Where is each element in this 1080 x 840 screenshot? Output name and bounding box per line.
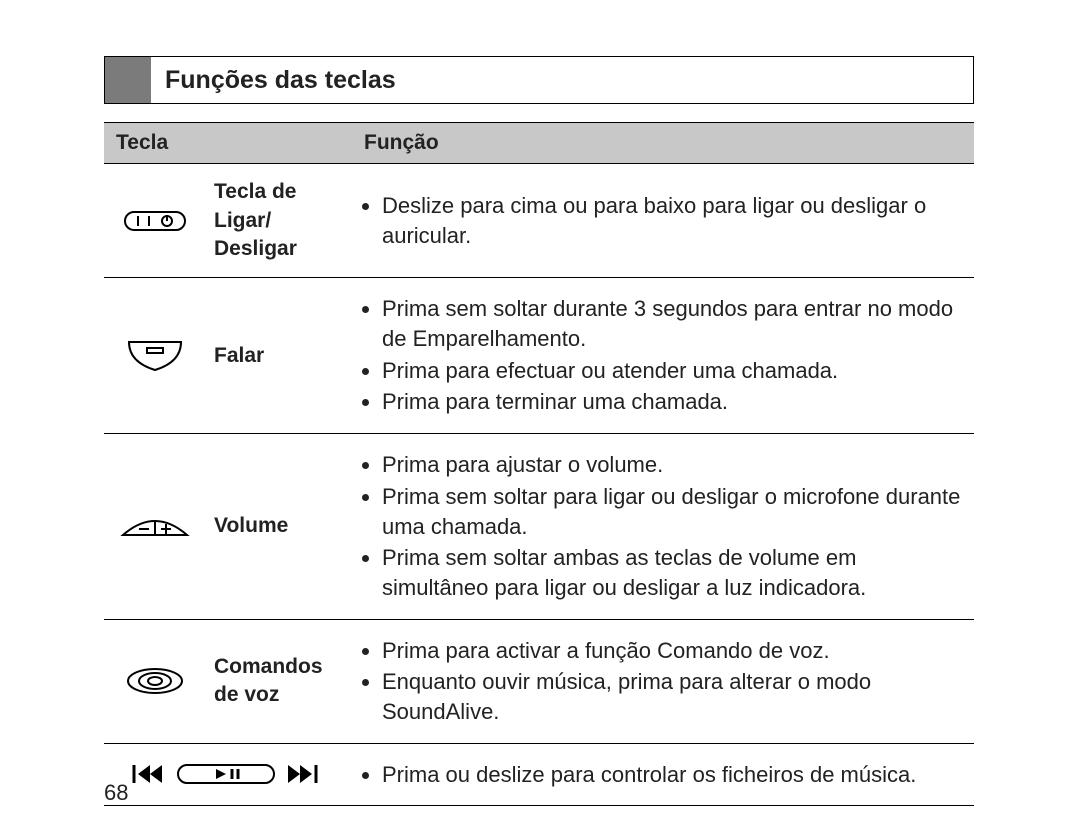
function-item: Prima para ajustar o volume. — [382, 450, 966, 480]
key-label: Volume — [206, 434, 352, 619]
column-header-function: Função — [352, 123, 974, 164]
key-label: Falar — [206, 278, 352, 434]
section-header: Funções das teclas — [104, 56, 974, 104]
page-number: 68 — [104, 780, 128, 806]
function-item: Deslize para cima ou para baixo para lig… — [382, 191, 966, 250]
key-functions-table: Tecla Função — [104, 122, 974, 806]
function-item: Enquanto ouvir música, prima para altera… — [382, 667, 966, 726]
table-row: Tecla de Ligar/ Desligar Deslize para ci… — [104, 164, 974, 278]
voice-command-icon — [112, 666, 198, 696]
function-item: Prima sem soltar para ligar ou desligar … — [382, 482, 966, 541]
column-header-key: Tecla — [104, 123, 352, 164]
key-functions: Prima para ajustar o volume. Prima sem s… — [352, 434, 974, 619]
section-header-tab — [105, 57, 151, 103]
key-functions: Deslize para cima ou para baixo para lig… — [352, 164, 974, 278]
function-item: Prima para terminar uma chamada. — [382, 387, 966, 417]
key-functions: Prima para activar a função Comando de v… — [352, 619, 974, 743]
table-row: Volume Prima para ajustar o volume. Prim… — [104, 434, 974, 619]
key-functions: Prima ou deslize para controlar os fiche… — [352, 743, 974, 806]
media-controls-icon — [108, 759, 344, 789]
section-title: Funções das teclas — [151, 57, 973, 103]
function-item: Prima sem soltar ambas as teclas de volu… — [382, 543, 966, 602]
table-row: Prima ou deslize para controlar os fiche… — [104, 743, 974, 806]
table-row: Falar Prima sem soltar durante 3 segundo… — [104, 278, 974, 434]
function-item: Prima ou deslize para controlar os fiche… — [382, 760, 966, 790]
function-item: Prima sem soltar durante 3 segundos para… — [382, 294, 966, 353]
table-row: Comandos de voz Prima para activar a fun… — [104, 619, 974, 743]
function-item: Prima para efectuar ou atender uma chama… — [382, 356, 966, 386]
volume-rocker-icon — [112, 513, 198, 539]
function-item: Prima para activar a função Comando de v… — [382, 636, 966, 666]
talk-button-icon — [112, 336, 198, 376]
power-switch-icon — [112, 206, 198, 236]
key-functions: Prima sem soltar durante 3 segundos para… — [352, 278, 974, 434]
key-label: Tecla de Ligar/ Desligar — [206, 164, 352, 278]
key-label: Comandos de voz — [206, 619, 352, 743]
